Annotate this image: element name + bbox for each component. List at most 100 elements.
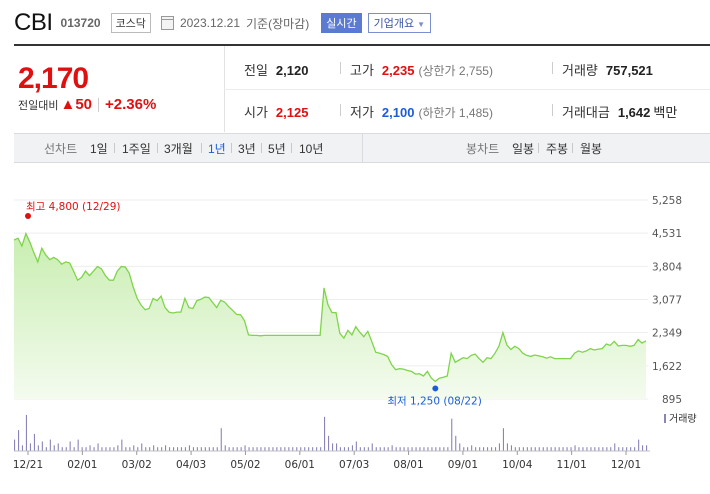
volume-bar [288, 447, 290, 451]
volume-bar [216, 447, 218, 451]
volume-bar [81, 447, 83, 451]
volume-bar [367, 447, 369, 451]
volume-legend: 거래량 [669, 413, 697, 425]
tab-5y[interactable]: 5년 [268, 142, 286, 156]
change-percent: +2.36% [105, 96, 157, 113]
x-tick-label: 04/03 [176, 459, 206, 471]
volume-bar [407, 447, 409, 451]
volume-bar [41, 441, 43, 451]
volume-bar [105, 447, 107, 451]
volume-bar [316, 447, 318, 451]
calendar-icon [160, 16, 174, 30]
y-tick-label: 5,258 [652, 195, 682, 207]
stat-open: 시가 2,125 [244, 102, 308, 121]
volume-bar [538, 447, 540, 451]
tab-3m[interactable]: 3개월 [164, 142, 193, 156]
stat-divider [340, 104, 341, 116]
stat-high: 고가 2,235 (상한가 2,755) [350, 60, 493, 79]
price-line [13, 231, 647, 383]
volume-bar [375, 447, 377, 451]
volume-bar [642, 445, 644, 451]
volume-bar [566, 447, 568, 451]
stat-label: 거래량 [562, 63, 598, 78]
stat-label: 시가 [244, 105, 268, 120]
volume-bar [618, 447, 620, 451]
volume-bar [252, 447, 254, 451]
y-tick-label: 895 [662, 394, 682, 406]
volume-bar [530, 447, 532, 451]
tab-divider [261, 143, 262, 153]
volume-bar [276, 447, 278, 451]
volume-bar [121, 439, 123, 451]
y-tick-label: 3,077 [652, 295, 682, 307]
volume-bar [129, 447, 131, 451]
tab-divider [231, 143, 232, 153]
tab-divider [201, 143, 202, 153]
volume-bar [586, 447, 588, 451]
volume-bar [169, 447, 171, 451]
volume-bar [228, 447, 230, 451]
volume-bar [475, 447, 477, 451]
volume-bar [339, 447, 341, 451]
volume-bar [296, 447, 298, 451]
price-box: 2,170 전일대비 ▲ 50 +2.36% [14, 46, 224, 132]
volume-bar [514, 447, 516, 451]
volume-bar [451, 418, 453, 451]
price-area [14, 233, 646, 399]
volume-bar [487, 447, 489, 451]
stat-label: 거래대금 [562, 105, 610, 120]
volume-bar [574, 445, 576, 451]
tab-1y[interactable]: 1년 [208, 142, 226, 156]
stock-code: 013720 [60, 16, 101, 30]
tab-weekly[interactable]: 주봉 [546, 142, 569, 156]
stat-sub: (상한가 2,755) [418, 64, 493, 78]
volume-bar [244, 445, 246, 451]
volume-bar [483, 447, 485, 451]
tab-daily[interactable]: 일봉 [512, 142, 535, 156]
tab-10y[interactable]: 10년 [299, 142, 324, 156]
volume-bar [411, 447, 413, 451]
stat-value: 757,521 [605, 63, 653, 78]
x-tick-label: 06/01 [285, 459, 315, 471]
x-tick-label: 10/04 [502, 459, 533, 471]
volume-bar [399, 447, 401, 451]
tab-3y[interactable]: 3년 [238, 142, 256, 156]
x-tick-label: 02/01 [67, 459, 97, 471]
volume-bar [359, 447, 361, 451]
low-annotation: 최저 1,250 (08/22) [387, 395, 482, 407]
x-axis: 12/21 02/01 03/02 04/03 05/02 06/01 07/03 08/01… [13, 451, 641, 471]
volume-bar [570, 447, 572, 451]
stat-value: 2,100 [381, 105, 415, 120]
realtime-button[interactable]: 실시간 [321, 13, 362, 33]
volume-bar [61, 447, 63, 451]
volume-bar [236, 447, 238, 451]
volume-bar [336, 443, 338, 451]
stat-amount: 거래대금 1,642 백만 [562, 102, 677, 121]
volume-bar [18, 430, 20, 451]
volume-bar [49, 439, 51, 451]
volume-bar [308, 447, 310, 451]
tab-1d[interactable]: 1일 [90, 142, 108, 156]
volume-bar [415, 447, 417, 451]
volume-bar [379, 447, 381, 451]
volume-bar [29, 443, 31, 451]
tab-monthly[interactable]: 월봉 [580, 142, 603, 156]
volume-bar [65, 447, 67, 451]
volume-bar [212, 447, 214, 451]
tab-1w[interactable]: 1주일 [122, 142, 151, 156]
volume-bar [634, 447, 636, 451]
volume-bar [554, 447, 556, 451]
volume-bar [542, 447, 544, 451]
volume-bar [455, 435, 457, 451]
volume-bar [582, 447, 584, 451]
tab-divider [538, 143, 539, 153]
volume-bar [324, 416, 326, 451]
volume-bar [471, 445, 473, 451]
volume-bar [57, 443, 59, 451]
company-overview-dropdown[interactable]: 기업개요 ▼ [367, 13, 432, 33]
volume-bars [14, 414, 648, 451]
volume-bar [240, 447, 242, 451]
tab-group-divider [362, 134, 363, 162]
y-axis: 5,258 4,531 3,804 3,077 2,349 1,622 895 [652, 195, 682, 406]
